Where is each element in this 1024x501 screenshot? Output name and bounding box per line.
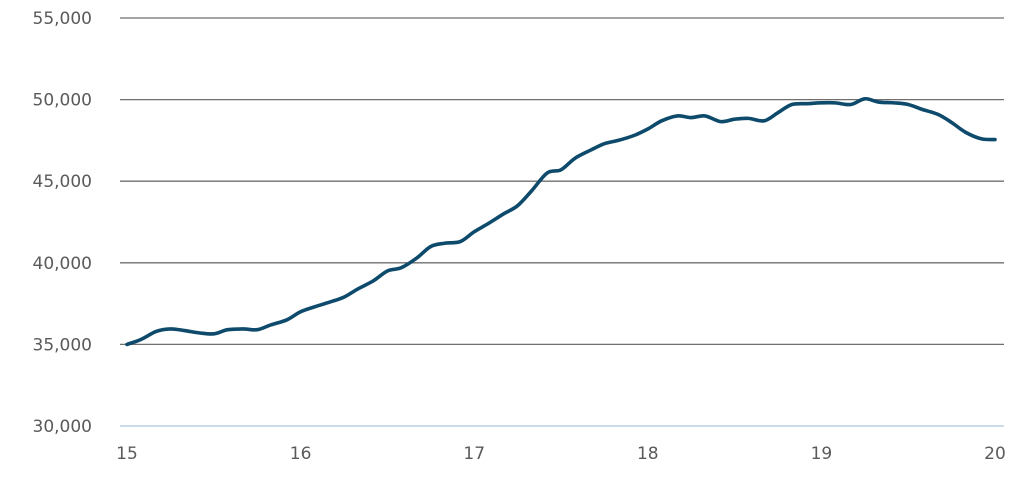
x-tick-label: 16 (290, 444, 312, 464)
x-tick-label: 18 (637, 444, 659, 464)
y-tick-label: 50,000 (33, 91, 92, 111)
x-tick-label: 15 (116, 444, 138, 464)
x-axis-labels: 15 16 17 18 19 20 (116, 444, 1006, 464)
x-tick-label: 20 (984, 444, 1006, 464)
x-tick-label: 19 (811, 444, 833, 464)
y-tick-label: 55,000 (33, 9, 92, 29)
y-tick-label: 30,000 (33, 417, 92, 437)
y-tick-label: 45,000 (33, 172, 92, 192)
series-line (125, 96, 997, 347)
y-axis-labels: 30,000 35,000 40,000 45,000 50,000 55,000 (33, 9, 92, 437)
y-tick-label: 40,000 (33, 254, 92, 274)
series-layer (125, 96, 997, 347)
y-tick-label: 35,000 (33, 335, 92, 355)
gridlines (120, 17, 1004, 427)
x-tick-label: 17 (463, 444, 485, 464)
